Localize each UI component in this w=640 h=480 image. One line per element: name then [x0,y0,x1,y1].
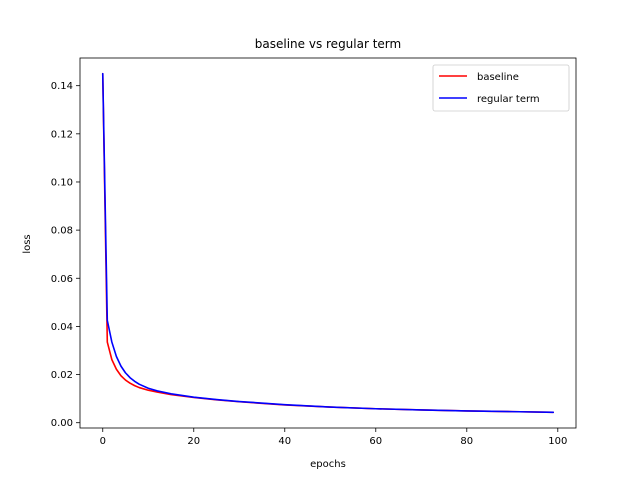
x-tick-label: 40 [278,436,291,447]
y-tick-label: 0.10 [51,177,73,188]
x-tick-label: 80 [460,436,473,447]
x-tick-label: 60 [369,436,382,447]
y-tick-label: 0.14 [51,81,73,92]
chart-title: baseline vs regular term [255,37,401,51]
y-tick-label: 0.04 [51,322,73,333]
x-tick-label: 100 [548,436,567,447]
x-tick-label: 0 [100,436,106,447]
plot-frame [79,57,577,429]
legend-label-baseline: baseline [477,72,519,83]
y-tick-label: 0.06 [51,274,73,285]
legend: baseline regular term [432,64,570,112]
series-layer [101,72,555,414]
axes-layer: 0 20 40 60 80 100 0.00 0.02 0.04 0.06 0.08 0.10 0.12… [51,57,577,447]
y-axis-label: loss [22,234,33,253]
y-tick-label: 0.08 [51,226,73,237]
y-tick-label: 0.02 [51,370,73,381]
y-tick-label: 0.00 [51,418,73,429]
x-tick-label: 20 [187,436,200,447]
y-tick-label: 0.12 [51,129,73,140]
series-line-regular-term [101,72,555,414]
x-axis-label: epochs [310,459,346,470]
legend-label-regular-term: regular term [477,94,540,105]
